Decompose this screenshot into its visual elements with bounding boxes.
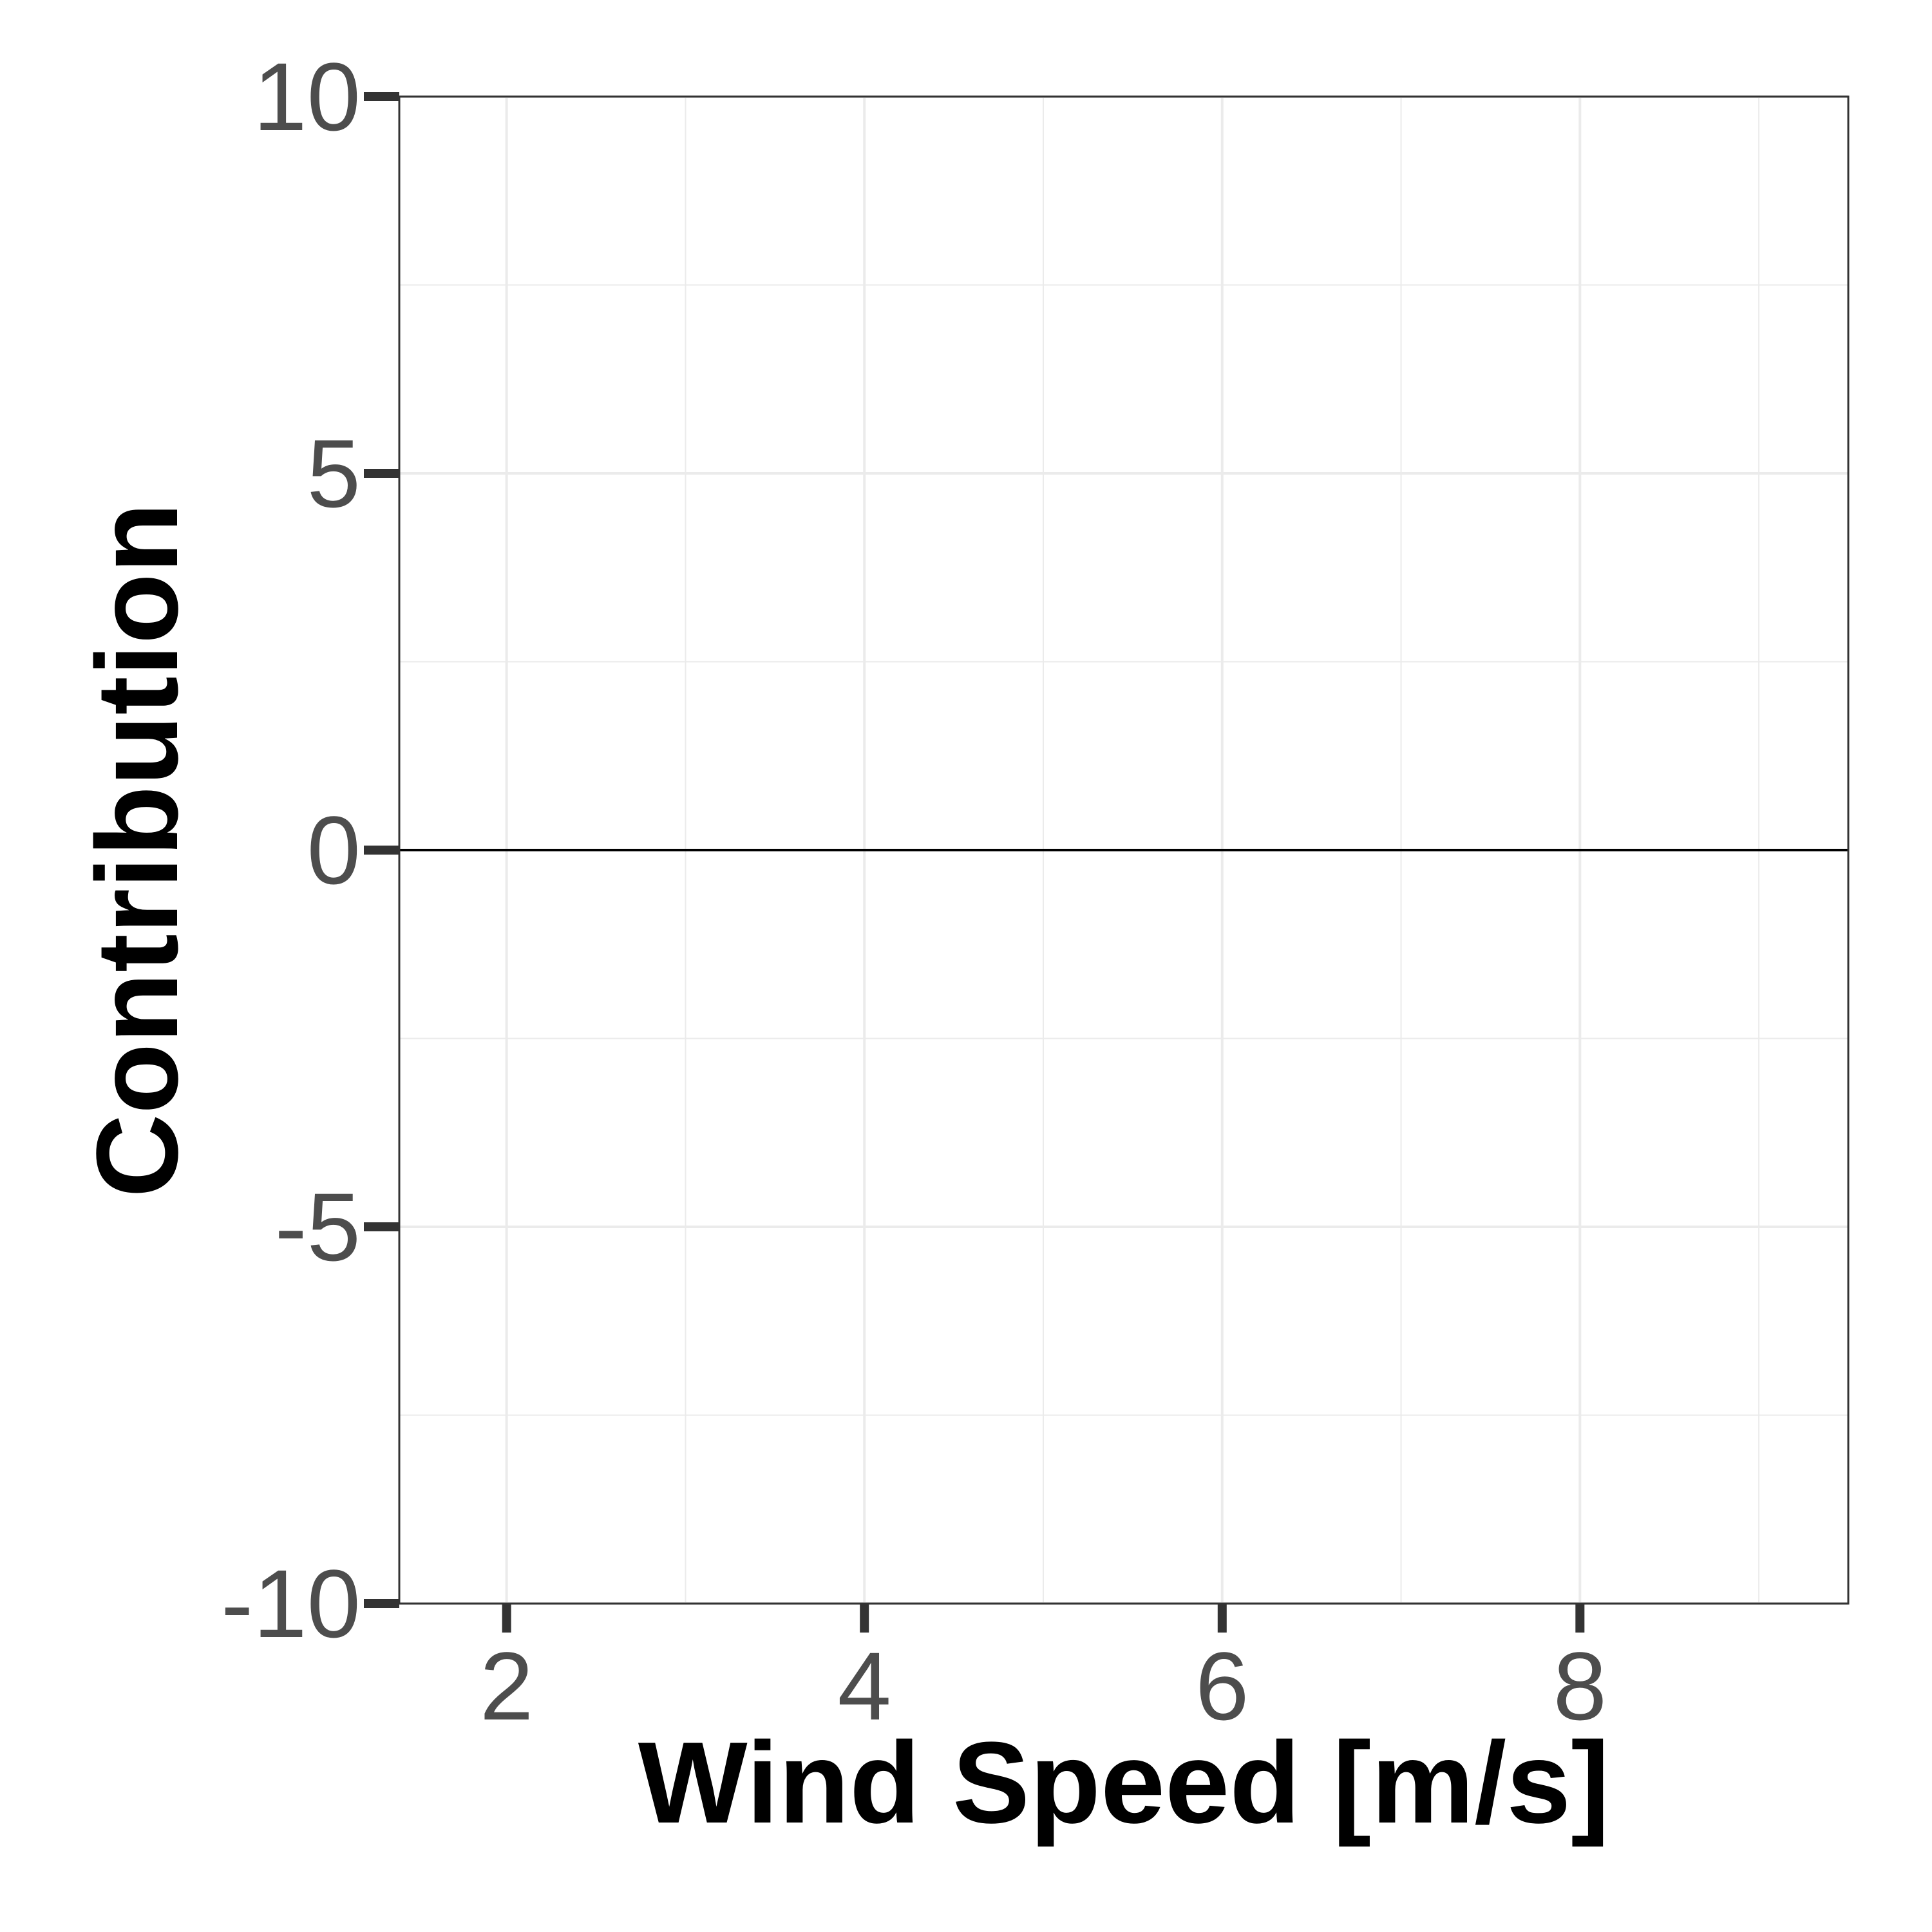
y-axis-title: Contribution [73,502,202,1198]
y-tick-label: 0 [307,796,361,904]
y-tick-label: 10 [253,43,361,151]
x-tick-label: 6 [1195,1632,1249,1740]
y-axis-ticks: -10 -5 0 5 10 [221,43,399,1658]
y-tick-label: -5 [275,1173,361,1281]
x-tick-label: 4 [838,1632,891,1740]
x-tick-label: 2 [480,1632,533,1740]
x-axis-ticks: 2 4 6 8 [480,1604,1607,1740]
y-tick-label: -10 [221,1549,361,1658]
x-axis-title: Wind Speed [m/s] [638,1718,1609,1848]
y-tick-label: 5 [307,419,361,527]
x-tick-label: 8 [1553,1632,1607,1740]
